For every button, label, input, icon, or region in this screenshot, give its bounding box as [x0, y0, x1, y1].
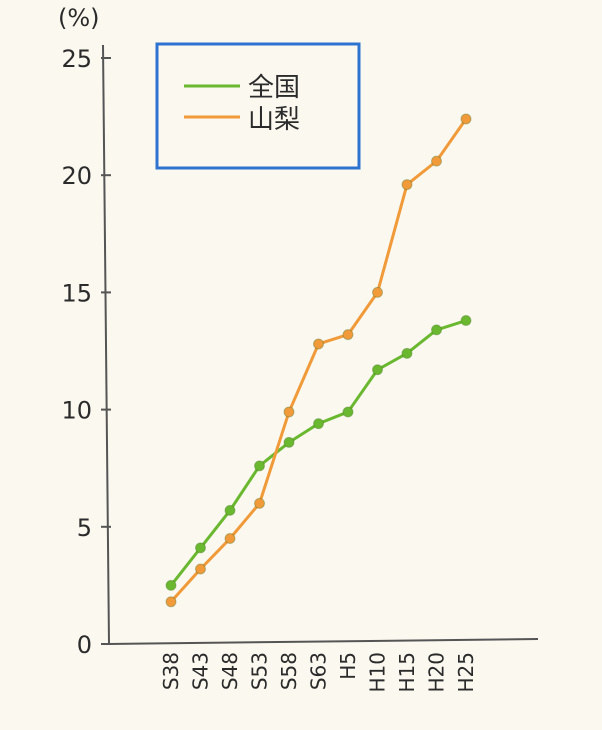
data-point-series-1: [401, 347, 413, 359]
data-point-series-2: [460, 113, 472, 125]
x-axis-ticks: S38 S43 S48 S53 S58 S63 H5 H10 H15 H20 H25: [159, 652, 478, 693]
data-point-series-2: [165, 596, 177, 608]
y-tick-label: 5: [77, 514, 92, 542]
x-tick-label: S53: [248, 652, 272, 690]
data-point-series-2: [254, 497, 265, 509]
legend-label-series-2: 山梨: [248, 105, 300, 135]
data-point-series-1: [283, 436, 295, 448]
data-point-series-1: [372, 364, 383, 376]
data-point-series-1: [313, 418, 324, 430]
data-point-series-2: [224, 533, 236, 545]
data-point-series-1: [431, 324, 442, 336]
data-point-series-2: [313, 338, 324, 350]
data-point-series-1: [254, 460, 265, 472]
x-tick-label: S43: [189, 652, 213, 690]
y-axis-ticks: 0 5 10 15 20 25: [61, 45, 111, 659]
y-tick-label: 10: [61, 397, 92, 425]
y-tick-label: 20: [61, 162, 92, 190]
x-tick-label: H20: [425, 652, 449, 693]
legend-box: [155, 42, 361, 170]
x-tick-label: H25: [454, 652, 478, 693]
data-point-series-1: [165, 579, 177, 591]
data-point-series-2: [195, 563, 206, 575]
x-tick-label: H5: [336, 652, 360, 680]
legend: 全国 山梨: [155, 42, 361, 170]
data-point-series-1: [342, 406, 354, 418]
data-point-series-2: [431, 155, 442, 167]
x-tick-label: H15: [395, 652, 419, 693]
y-axis-line: [102, 44, 110, 645]
data-point-series-2: [401, 179, 413, 191]
x-tick-label: S48: [218, 652, 242, 690]
data-point-series-2: [283, 406, 295, 418]
data-point-series-2: [372, 286, 383, 298]
x-tick-label: S58: [277, 652, 301, 690]
y-axis-unit-label: (%): [58, 4, 100, 32]
y-tick-label: 15: [61, 279, 92, 307]
data-point-series-1: [224, 504, 236, 516]
series-line-1: [169, 319, 467, 587]
x-axis-line: [108, 638, 539, 645]
data-point-series-1: [460, 315, 472, 327]
data-point-series-2: [342, 329, 354, 341]
x-tick-label: S63: [307, 652, 331, 690]
x-tick-label: H10: [366, 652, 390, 693]
x-tick-label: S38: [159, 652, 183, 690]
y-tick-label: 0: [77, 631, 92, 659]
legend-label-series-1: 全国: [248, 73, 300, 103]
y-tick-label: 25: [61, 45, 92, 73]
data-point-series-1: [195, 542, 206, 554]
series-layer: [165, 113, 472, 608]
